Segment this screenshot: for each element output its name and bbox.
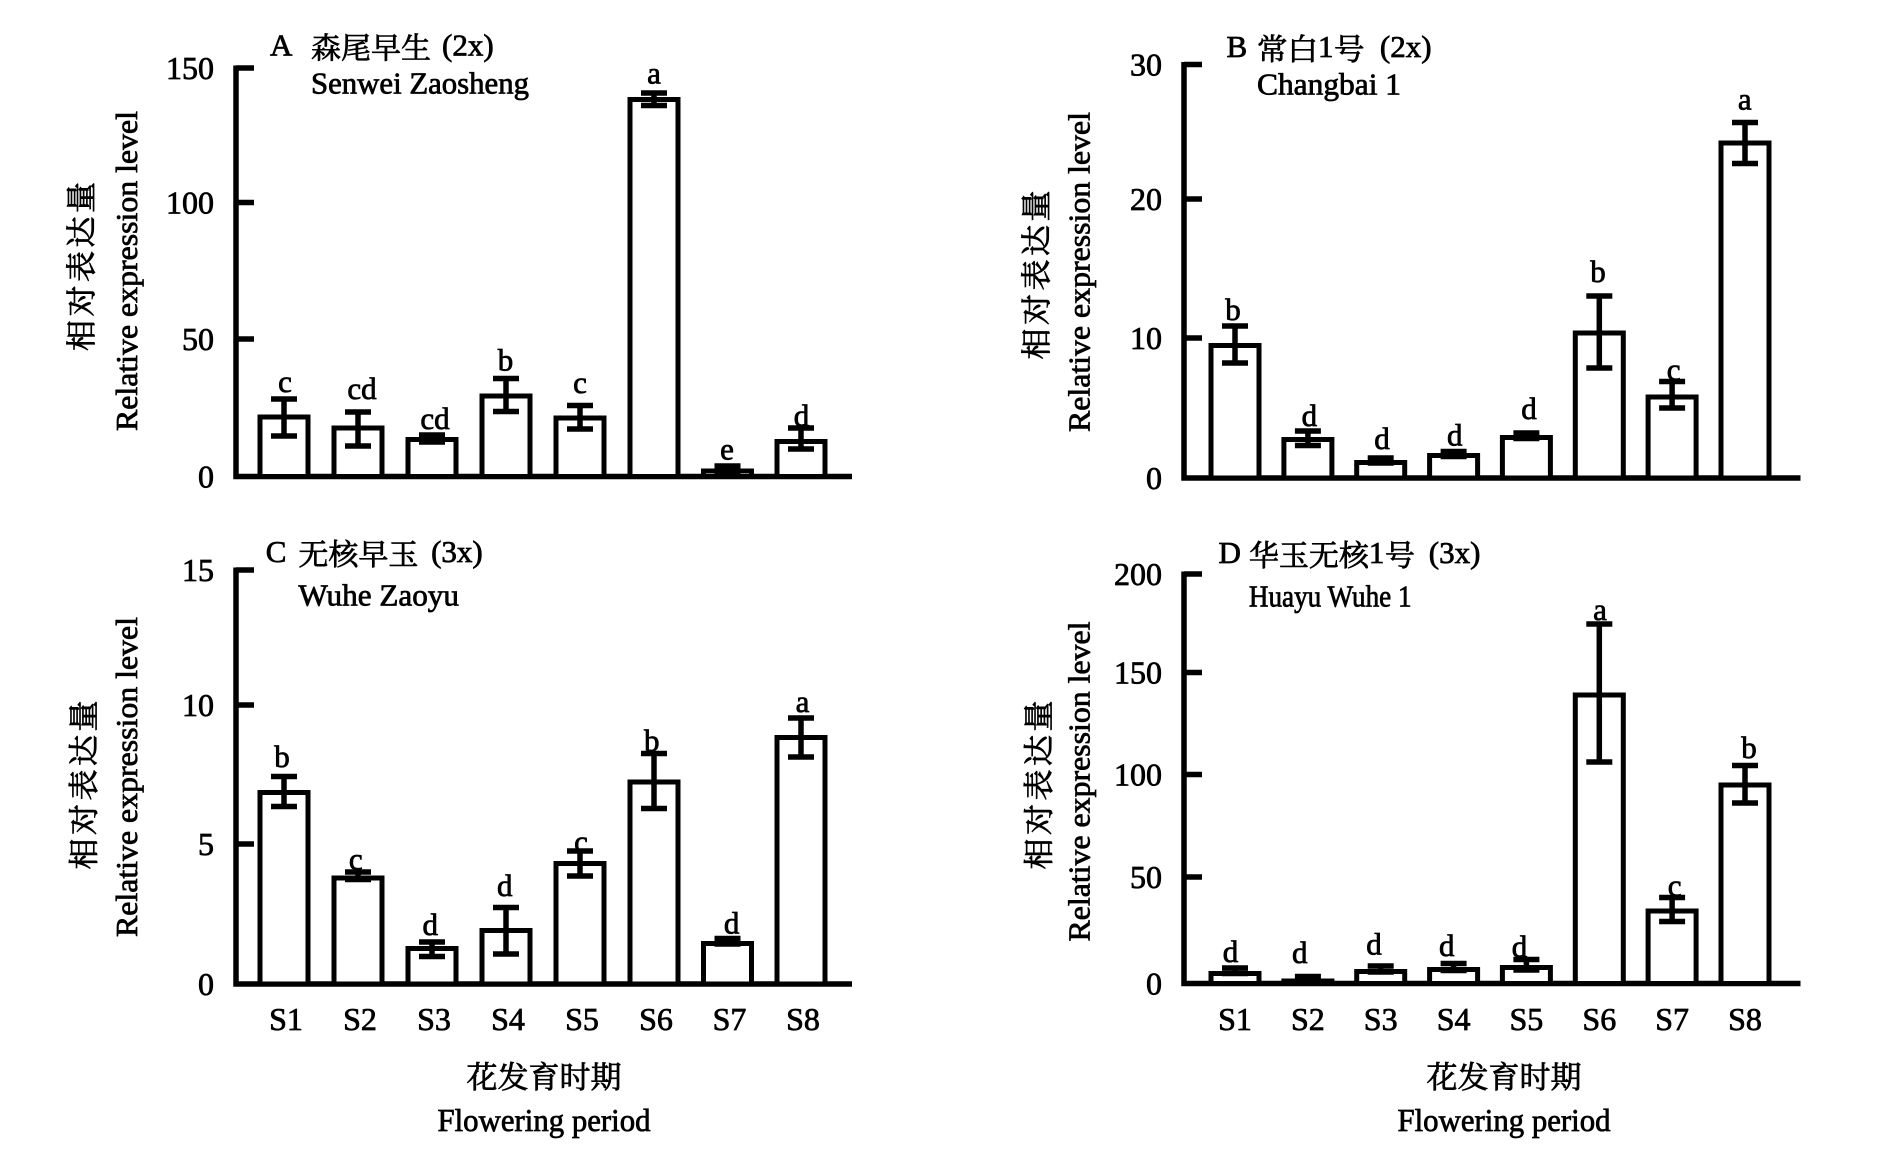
svg-text:1: 1 [1369, 535, 1385, 570]
svg-text:100: 100 [166, 185, 214, 221]
svg-text:S7: S7 [713, 1001, 747, 1037]
svg-text:Relative expression level: Relative expression level [1062, 112, 1097, 432]
svg-text:cd: cd [347, 371, 377, 406]
svg-text:b: b [498, 343, 514, 378]
svg-text:d: d [1439, 928, 1455, 963]
svg-text:10: 10 [182, 687, 214, 723]
svg-text:S5: S5 [1510, 1001, 1544, 1037]
svg-text:a: a [1593, 592, 1607, 627]
svg-text:b: b [1225, 292, 1241, 327]
svg-text:5: 5 [198, 826, 214, 862]
svg-text:Flowering period: Flowering period [438, 1102, 651, 1138]
svg-text:S1: S1 [1218, 1001, 1252, 1037]
svg-text:(2x): (2x) [1380, 29, 1432, 64]
svg-text:c: c [574, 824, 588, 859]
svg-text:50: 50 [182, 321, 214, 357]
svg-text:20: 20 [1130, 181, 1162, 217]
svg-text:S1: S1 [269, 1001, 303, 1037]
svg-text:Wuhe Zaoyu: Wuhe Zaoyu [298, 578, 459, 613]
svg-text:c: c [573, 365, 587, 400]
svg-text:S5: S5 [565, 1001, 599, 1037]
svg-text:S4: S4 [1437, 1001, 1471, 1037]
svg-text:15: 15 [182, 552, 214, 588]
svg-text:d: d [1223, 934, 1239, 969]
svg-text:C: C [266, 534, 287, 569]
svg-text:a: a [1738, 82, 1752, 117]
svg-text:S8: S8 [786, 1001, 820, 1037]
svg-text:(3x): (3x) [1429, 535, 1481, 570]
svg-text:200: 200 [1114, 556, 1162, 592]
svg-text:S6: S6 [639, 1001, 673, 1037]
svg-text:d: d [724, 906, 740, 941]
svg-text:150: 150 [166, 50, 214, 86]
svg-text:0: 0 [198, 459, 214, 495]
svg-text:d: d [1374, 421, 1390, 456]
svg-text:1: 1 [1318, 29, 1334, 64]
svg-text:d: d [1292, 935, 1308, 970]
svg-text:d: d [1512, 929, 1528, 964]
svg-text:S3: S3 [1364, 1001, 1398, 1037]
svg-text:S6: S6 [1582, 1001, 1616, 1037]
svg-text:Senwei Zaosheng: Senwei Zaosheng [311, 66, 529, 101]
svg-text:e: e [720, 432, 734, 467]
svg-text:Relative expression level: Relative expression level [109, 617, 144, 937]
svg-text:Flowering period: Flowering period [1398, 1102, 1611, 1138]
svg-text:50: 50 [1130, 859, 1162, 895]
svg-text:cd: cd [420, 401, 450, 436]
svg-text:0: 0 [198, 966, 214, 1002]
svg-text:b: b [644, 723, 660, 758]
svg-text:D: D [1219, 535, 1241, 570]
svg-text:S7: S7 [1655, 1001, 1689, 1037]
svg-text:S2: S2 [343, 1001, 377, 1037]
svg-text:d: d [794, 398, 810, 433]
svg-text:S2: S2 [1291, 1001, 1325, 1037]
svg-text:B: B [1227, 29, 1248, 64]
svg-text:d: d [1366, 927, 1382, 962]
svg-text:c: c [1667, 352, 1681, 387]
svg-text:Changbai 1: Changbai 1 [1257, 67, 1401, 102]
svg-text:d: d [1302, 398, 1318, 433]
svg-text:b: b [1590, 254, 1606, 289]
svg-text:a: a [647, 56, 661, 91]
svg-text:d: d [497, 868, 513, 903]
svg-text:d: d [1447, 418, 1463, 453]
svg-text:d: d [1521, 391, 1537, 426]
svg-text:Huayu Wuhe 1: Huayu Wuhe 1 [1249, 579, 1412, 614]
svg-text:A: A [270, 28, 293, 63]
svg-text:(2x): (2x) [442, 28, 494, 63]
svg-text:10: 10 [1130, 320, 1162, 356]
svg-text:c: c [1668, 868, 1682, 903]
svg-text:100: 100 [1114, 757, 1162, 793]
svg-text:b: b [274, 739, 290, 774]
svg-text:0: 0 [1146, 966, 1162, 1002]
svg-text:30: 30 [1130, 47, 1162, 83]
svg-text:S3: S3 [417, 1001, 451, 1037]
svg-text:c: c [278, 364, 292, 399]
svg-text:Relative expression level: Relative expression level [1062, 622, 1097, 942]
svg-text:c: c [349, 842, 363, 877]
svg-text:0: 0 [1146, 460, 1162, 496]
svg-text:S8: S8 [1728, 1001, 1762, 1037]
svg-text:b: b [1741, 730, 1757, 765]
svg-text:a: a [796, 684, 810, 719]
svg-text:150: 150 [1114, 655, 1162, 691]
svg-text:d: d [423, 907, 439, 942]
svg-text:(3x): (3x) [431, 534, 483, 569]
svg-text:S4: S4 [491, 1001, 525, 1037]
svg-text:Relative expression level: Relative expression level [109, 111, 144, 431]
